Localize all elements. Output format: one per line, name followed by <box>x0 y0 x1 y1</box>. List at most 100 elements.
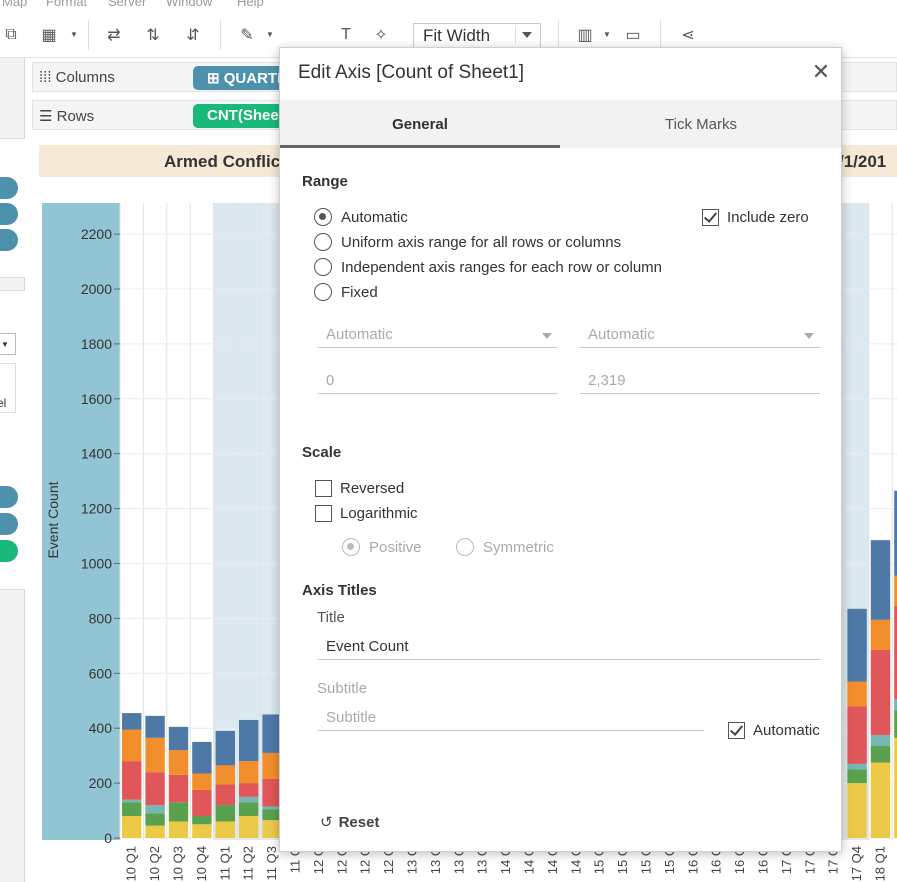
edit-axis-dialog: Edit Axis [Count of Sheet1] ✕ General Ti… <box>279 47 842 852</box>
pill[interactable] <box>0 540 18 562</box>
bar-segment <box>847 681 867 707</box>
x-tick-label: 10 Q3 <box>171 846 186 881</box>
chevron-down-icon[interactable]: ▼ <box>603 30 611 39</box>
menu-window[interactable]: Window <box>166 0 213 9</box>
chart-title: Armed Conflic <box>164 152 281 171</box>
x-tick-label: 10 Q2 <box>147 846 162 881</box>
data-source-icon[interactable]: ⧉ <box>5 26 17 43</box>
y-tick-label: 2200 <box>81 226 112 242</box>
range-end-input[interactable]: 2,319 <box>580 366 820 394</box>
tab-general[interactable]: General <box>280 100 560 148</box>
bar-segment <box>168 821 189 838</box>
clear-sheet-icon[interactable]: ▦ <box>41 27 57 44</box>
bar-segment <box>215 765 235 785</box>
radio-button[interactable] <box>314 208 332 226</box>
x-tick-label: 17 Q <box>779 846 794 874</box>
dialog-title: Edit Axis [Count of Sheet1] <box>298 62 525 83</box>
label-icon[interactable]: T <box>341 26 351 43</box>
show-me-icon[interactable]: ▥ <box>577 27 593 44</box>
x-tick-label: 13 Q <box>451 846 466 874</box>
bar-segment <box>192 773 212 790</box>
pill[interactable] <box>0 203 18 225</box>
radio-button[interactable] <box>314 283 332 301</box>
subtitle-automatic-checkbox[interactable]: Automatic <box>728 720 820 740</box>
x-tick-label: 15 Q <box>639 846 654 874</box>
column-band <box>237 203 261 840</box>
subtitle-label: Subtitle <box>317 680 368 697</box>
radio-label: Automatic <box>341 208 408 226</box>
share-icon[interactable]: ⋖ <box>681 27 695 44</box>
axis-title-input[interactable]: Event Count <box>318 632 820 660</box>
count-pill[interactable]: CNT(Sheet1) <box>193 104 293 128</box>
sort-ascending-icon[interactable]: ⇅ <box>146 27 160 44</box>
bar-segment <box>847 608 867 682</box>
radio-button[interactable] <box>314 233 332 251</box>
pill[interactable] <box>0 486 18 508</box>
marks-card: ▼ el <box>0 290 25 590</box>
mark-type-select[interactable]: ▼ <box>0 333 16 355</box>
chevron-down-icon <box>542 333 552 339</box>
label-button[interactable]: el <box>0 363 16 413</box>
range-end-mode-select[interactable]: Automatic <box>580 320 820 348</box>
chevron-down-icon[interactable]: ▼ <box>70 30 78 39</box>
menu-server[interactable]: Server <box>108 0 147 9</box>
checkbox[interactable] <box>315 479 332 497</box>
range-start-mode-select[interactable]: Automatic <box>318 320 558 348</box>
pin-icon[interactable]: ✧ <box>374 27 388 44</box>
quarter-pill[interactable]: ⊞ QUARTER( <box>193 66 293 90</box>
axis-subtitle-input[interactable]: Subtitle <box>318 703 704 731</box>
highlight-icon[interactable]: ✎ <box>240 27 254 44</box>
x-tick-label: 11 Q2 <box>241 846 256 880</box>
bar-segment <box>870 762 891 838</box>
pill[interactable] <box>0 229 18 251</box>
checkbox[interactable] <box>315 504 332 522</box>
checkbox-label: Include zero <box>727 208 809 226</box>
bar-segment <box>145 737 165 773</box>
checkbox[interactable] <box>728 721 745 739</box>
axis-band <box>42 203 120 840</box>
bar-segment <box>894 490 897 576</box>
sort-descending-icon[interactable]: ⇵ <box>186 27 200 44</box>
positive-option: Positive <box>342 537 422 557</box>
select-divider <box>515 27 516 44</box>
close-icon[interactable]: ✕ <box>811 59 831 84</box>
pill[interactable] <box>0 177 18 199</box>
reset-button[interactable]: ↺ Reset <box>320 813 379 832</box>
bar-segment <box>894 699 897 711</box>
bar-segment <box>145 715 165 738</box>
reversed-checkbox[interactable]: Reversed <box>315 478 404 498</box>
logarithmic-checkbox[interactable]: Logarithmic <box>315 503 418 523</box>
bar-segment <box>145 805 165 814</box>
chevron-down-icon <box>804 333 814 339</box>
chevron-down-icon[interactable]: ▼ <box>266 30 274 39</box>
radio-button <box>456 538 474 556</box>
x-tick-label: 17 Q <box>802 846 817 874</box>
pill[interactable] <box>0 513 18 535</box>
chart-title-right: /1/201 <box>839 152 887 171</box>
menu-map[interactable]: Map <box>2 0 28 9</box>
x-tick-label: 16 Q <box>732 846 747 874</box>
swap-icon[interactable]: ⇄ <box>107 27 121 44</box>
bar-segment <box>215 805 235 822</box>
menu-help[interactable]: Help <box>237 0 264 9</box>
bar-segment <box>870 619 891 650</box>
bar-segment <box>847 783 867 838</box>
radio-button[interactable] <box>314 258 332 276</box>
bar-segment <box>145 825 165 838</box>
column-band <box>260 203 284 840</box>
bar-segment <box>262 752 282 779</box>
checkbox-label: Automatic <box>753 721 820 739</box>
bar-segment <box>192 741 212 774</box>
range-independent-option[interactable]: Independent axis ranges for each row or … <box>314 257 662 277</box>
range-fixed-option[interactable]: Fixed <box>314 282 378 302</box>
range-uniform-option[interactable]: Uniform axis range for all rows or colum… <box>314 232 621 252</box>
fit-width-select[interactable]: Fit Width <box>413 23 541 48</box>
checkbox[interactable] <box>702 208 719 226</box>
menu-format[interactable]: Format <box>46 0 88 9</box>
include-zero-checkbox[interactable]: Include zero <box>702 207 809 227</box>
presentation-icon[interactable]: ▭ <box>625 27 641 44</box>
x-tick-label: 16 Q <box>709 846 724 874</box>
range-automatic-option[interactable]: Automatic <box>314 207 408 227</box>
range-start-input[interactable]: 0 <box>318 366 558 394</box>
tab-tick-marks[interactable]: Tick Marks <box>665 116 737 133</box>
